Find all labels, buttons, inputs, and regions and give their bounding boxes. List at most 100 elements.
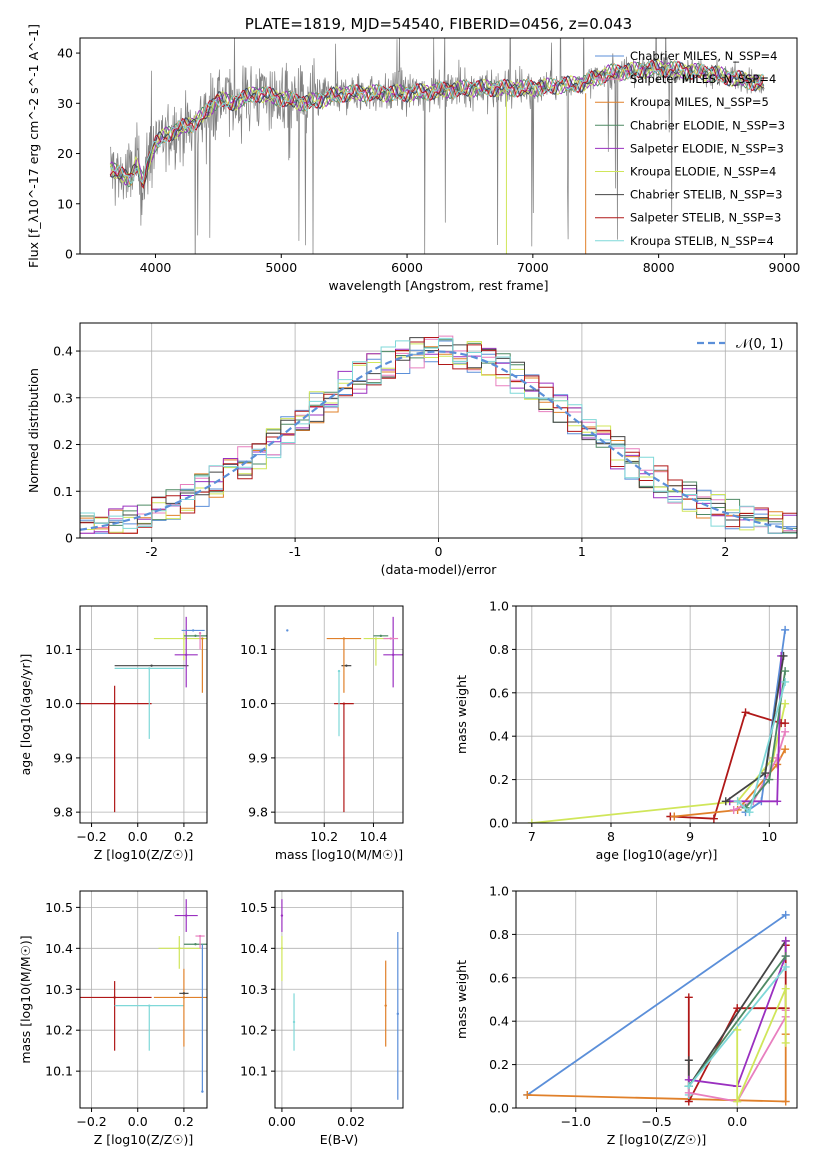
y-tick-label: 0.2 (489, 772, 509, 787)
data-point (191, 629, 195, 632)
y-tick-label: 0.4 (489, 1014, 509, 1029)
series-marker (765, 775, 774, 784)
y-tick-label: 0.0 (489, 1101, 509, 1116)
y-tick-label: 10.1 (240, 642, 268, 657)
series-line (736, 988, 787, 1102)
y-tick-label: 10.4 (45, 941, 73, 956)
y-tick-label: 0.8 (489, 642, 509, 657)
y-axis-label: mass weight (454, 675, 469, 754)
x-tick-label: −0.5 (641, 1114, 671, 1129)
legend-entry: Kroupa STELIB, N_SSP=4 (630, 234, 774, 248)
legend-entry: Chabrier STELIB, N_SSP=3 (630, 188, 782, 202)
x-tick-label: 0.2 (174, 1114, 194, 1129)
data-point (384, 1004, 387, 1007)
normal-curve (80, 350, 797, 531)
y-tick-label: 1.0 (489, 884, 509, 899)
series-marker (781, 625, 790, 634)
data-point (342, 637, 346, 640)
data-point (201, 637, 204, 640)
data-point (182, 637, 186, 640)
series-marker (781, 1038, 790, 1047)
model-spectrum-kroupa-stelib (110, 60, 765, 185)
data-point (342, 702, 346, 705)
series-marker (733, 1097, 742, 1106)
plot-area (80, 616, 207, 813)
data-point (113, 996, 116, 999)
axes-frame (79, 890, 208, 1109)
x-tick-label: 10 (761, 829, 777, 844)
legend-entry: Salpeter STELIB, N_SSP=3 (630, 211, 781, 225)
x-axis-label: E(B-V) (320, 1132, 359, 1147)
data-point (374, 637, 378, 640)
legend: 𝒩(0, 1) (697, 337, 783, 352)
x-tick-label: 0.00 (268, 1114, 296, 1129)
y-tick-label: 0 (65, 531, 73, 546)
model-spectrum-salpeter-stelib (109, 59, 765, 189)
model-spectrum-chabrier-stelib (109, 58, 764, 187)
series-marker (781, 962, 790, 971)
plot-area (527, 625, 790, 823)
series-marker (729, 805, 738, 814)
y-tick-label: 10.1 (45, 642, 73, 657)
panel-age-vs-Z: −0.2 0.0 0.2 9.8 9.9 10.0 10.1 Z [log10(Z/Z☉)] a… (18, 605, 208, 862)
y-tick-label: 10.5 (240, 900, 268, 915)
panel-massweight-vs-age: 7 8 9 10 0.0 0.2 0.4 0.6 0.8 1.0 age [log10(age/yr… (454, 599, 798, 862)
x-tick-label: -2 (145, 544, 157, 559)
data-point (182, 992, 186, 995)
legend-entry: Kroupa MILES, N_SSP=5 (630, 95, 769, 109)
panel-massweight-vs-Z: −1.0 −0.5 0.0 0.0 0.2 0.4 0.6 0.8 1.0 Z [log10(Z/… (454, 884, 798, 1147)
data-point (150, 664, 153, 667)
series-marker (781, 719, 790, 728)
plot-area (280, 899, 400, 1100)
series-marker (781, 910, 790, 919)
data-point (182, 996, 186, 999)
x-tick-label: 10.2 (310, 829, 338, 844)
x-tick-label: 9000 (769, 260, 801, 275)
panel-mass-vs-EBV: 0.00 0.02 10.1 10.2 10.3 10.4 10.5 E(B-V) (240, 890, 404, 1147)
data-point (148, 667, 151, 670)
series-marker (781, 677, 790, 686)
x-tick-label: 6000 (391, 260, 423, 275)
y-tick-label: 0.2 (489, 1057, 509, 1072)
series-marker (670, 812, 679, 821)
data-point (198, 631, 202, 635)
series-marker (773, 797, 782, 806)
x-tick-label: 0.02 (337, 1114, 365, 1129)
y-tick-label: 10.3 (240, 982, 268, 997)
y-tick-label: 10.1 (240, 1064, 268, 1079)
y-tick-label: 10.5 (45, 900, 73, 915)
series-marker (733, 1025, 742, 1034)
x-axis-label: (data-model)/error (381, 562, 498, 577)
y-tick-label: 0.4 (53, 344, 73, 359)
plot-area (523, 910, 790, 1106)
x-tick-label: −0.2 (76, 829, 106, 844)
series-marker (779, 651, 788, 660)
chart-title: PLATE=1819, MJD=54540, FIBERID=0456, z=0… (245, 15, 632, 33)
series-marker (773, 753, 782, 762)
y-tick-label: 0.1 (53, 484, 73, 499)
x-tick-label: −1.0 (561, 1114, 591, 1129)
model-spectrum-chabrier-elodie (110, 60, 765, 188)
y-tick-label: 20 (57, 146, 73, 161)
x-tick-label: 8 (607, 829, 615, 844)
x-tick-label: 7 (528, 829, 536, 844)
series-marker (781, 745, 790, 754)
y-tick-label: 9.9 (53, 750, 73, 765)
y-tick-label: 0.0 (489, 816, 509, 831)
series-marker (745, 808, 754, 817)
plot-area (80, 335, 797, 534)
x-axis-label: mass [log10(M/M☉)] (275, 847, 403, 862)
series-marker (781, 1097, 790, 1106)
x-tick-label: 0.0 (128, 829, 148, 844)
y-tick-label: 10 (57, 196, 73, 211)
x-tick-label: -1 (289, 544, 301, 559)
x-tick-label: 0.0 (128, 1114, 148, 1129)
legend-entry: Salpeter MILES, N_SSP=4 (630, 72, 776, 86)
data-point (280, 947, 284, 950)
y-tick-label: 0 (65, 247, 73, 262)
x-tick-label: 0.0 (727, 1114, 747, 1129)
panel-age-vs-mass: 10.2 10.4 9.8 9.9 10.0 10.1 mass [log10(M/M☉)] (240, 605, 404, 862)
x-tick-label: 0.2 (174, 829, 194, 844)
data-point (379, 634, 383, 638)
